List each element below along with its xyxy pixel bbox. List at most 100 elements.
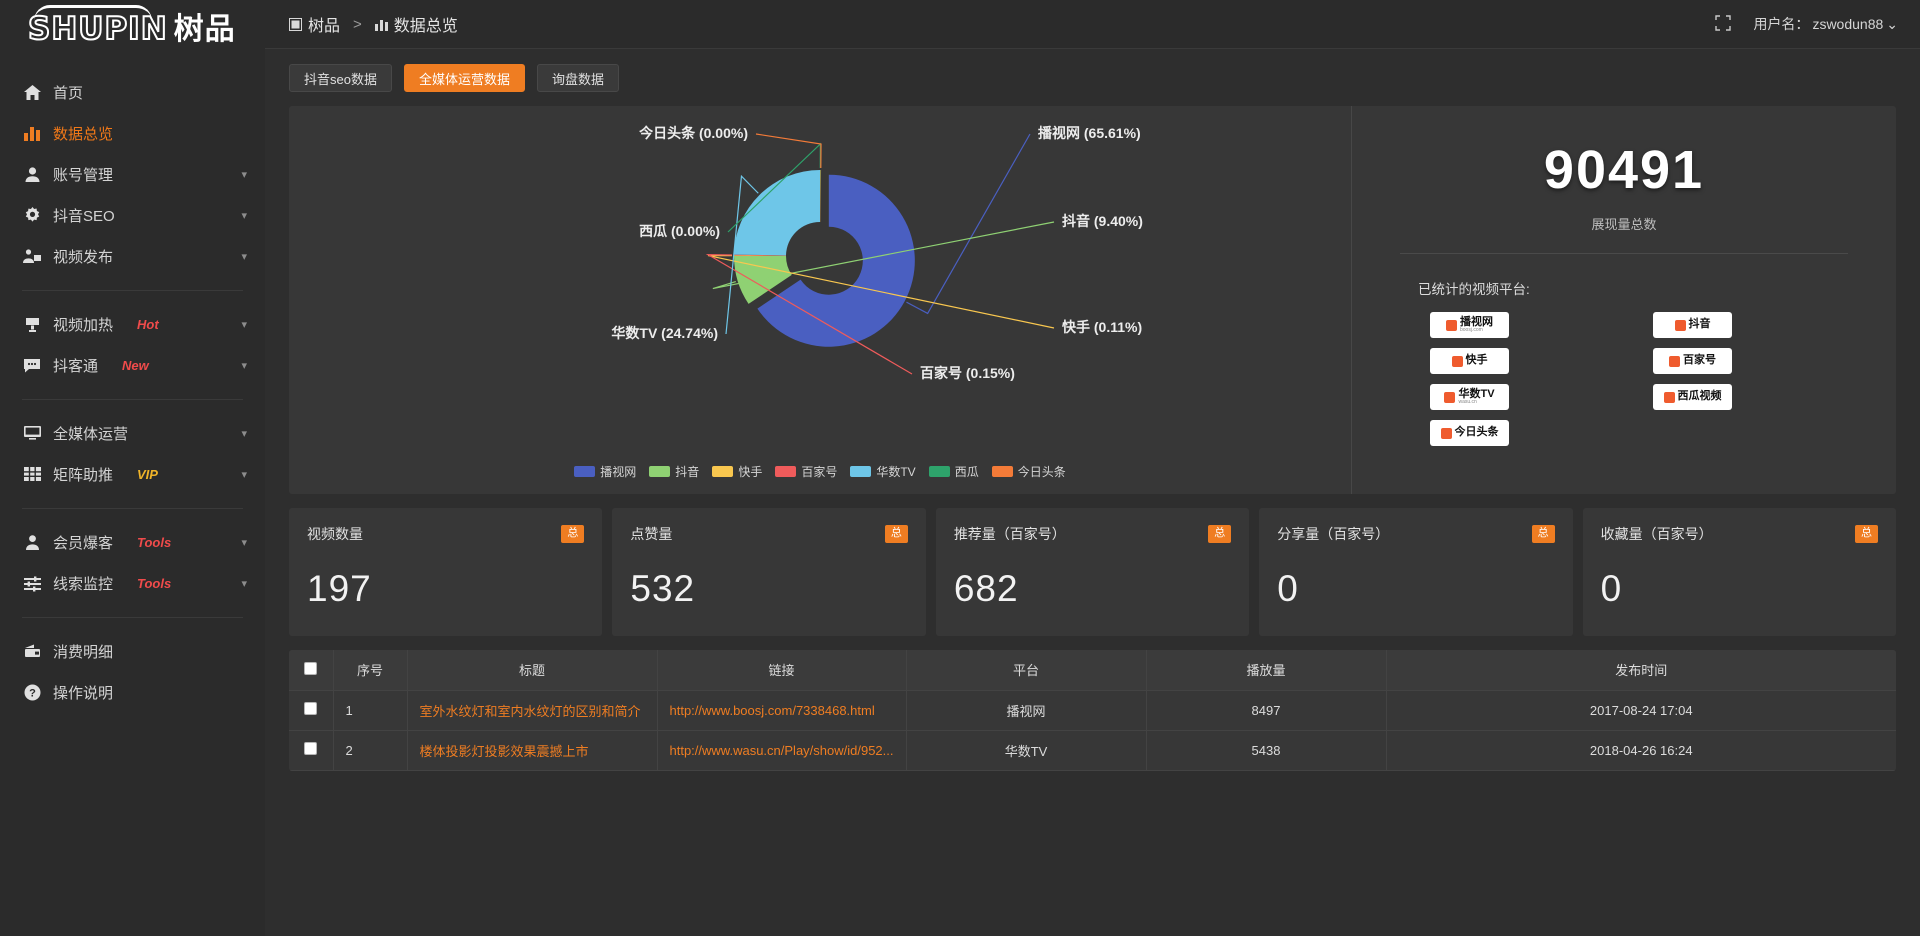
legend-item-1[interactable]: 抖音 xyxy=(649,463,699,480)
chevron-down-icon[interactable]: ▾ xyxy=(241,578,247,590)
row-checkbox[interactable] xyxy=(304,742,318,755)
cell-title: 室外水纹灯和室内水纹灯的区别和简介 xyxy=(407,690,658,731)
breadcrumb-label-1: 数据总览 xyxy=(393,18,458,35)
legend-swatch xyxy=(775,466,797,477)
sidebar-item-label: 视频发布 xyxy=(53,249,114,266)
title-link[interactable]: 楼体投影灯投影效果震撼上市 xyxy=(419,743,589,759)
sidebar-item-10[interactable]: 线索监控 Tools ▾ xyxy=(0,563,265,604)
legend-item-3[interactable]: 百家号 xyxy=(775,463,837,480)
topbar: 树品 > 数据总览 用户名： zswodun88 ⌄ xyxy=(265,0,1920,48)
legend-label: 抖音 xyxy=(675,465,700,479)
chevron-down-icon[interactable]: ▾ xyxy=(241,537,247,549)
sidebar-item-8[interactable]: 矩阵助推 VIP ▾ xyxy=(0,454,265,495)
sidebar-item-label: 视频加热 xyxy=(53,317,114,334)
gear-icon xyxy=(22,207,42,224)
sidebar-item-label: 抖客通 xyxy=(53,358,99,375)
cell-index: 1 xyxy=(333,690,408,731)
chevron-down-icon[interactable]: ▾ xyxy=(241,360,247,372)
cell-platform: 播视网 xyxy=(906,690,1147,731)
kpi-card-3: 分享量（百家号） 总 0 xyxy=(1259,508,1573,636)
pie-slice-6[interactable] xyxy=(820,170,822,223)
col-title: 标题 xyxy=(407,650,658,691)
title-link[interactable]: 室外水纹灯和室内水纹灯的区别和简介 xyxy=(419,703,641,719)
chevron-down-icon[interactable]: ▾ xyxy=(241,251,247,263)
sidebar-item-tag: Tools xyxy=(137,535,172,550)
table-header-row: 序号 标题 链接 平台 播放量 发布时间 xyxy=(289,650,1896,691)
sidebar-item-3[interactable]: 抖音SEO ▾ xyxy=(0,195,265,236)
sidebar-item-12[interactable]: ? 操作说明 xyxy=(0,672,265,713)
legend-swatch xyxy=(991,466,1013,477)
platform-chip-sub: wasu.cn xyxy=(1458,399,1477,406)
legend-label: 快手 xyxy=(738,465,763,479)
chevron-down-icon: ⌄ xyxy=(1886,15,1898,32)
pie-slice-2[interactable] xyxy=(734,255,787,256)
tab-1[interactable]: 全媒体运营数据 xyxy=(403,64,525,92)
row-checkbox[interactable] xyxy=(304,702,318,715)
pie-label-3: 百家号 (0.15%) xyxy=(920,365,1015,381)
kpi-value: 0 xyxy=(1277,568,1299,609)
sidebar-item-tag: VIP xyxy=(137,467,158,482)
pie-slice-5[interactable] xyxy=(820,170,821,223)
kpi-title: 推荐量（百家号） xyxy=(953,526,1066,542)
pie-slice-1[interactable] xyxy=(734,255,792,304)
logo[interactable]: SHUPIN 树品 xyxy=(0,0,265,58)
home-icon xyxy=(22,84,42,101)
chevron-down-icon[interactable]: ▾ xyxy=(241,428,247,440)
kpi-value: 682 xyxy=(953,568,1019,609)
pie-chart[interactable]: 播视网 (65.61%) 抖音 (9.40%) 快手 (0.11%) 百家号 (0.1… xyxy=(289,106,1351,446)
sidebar-item-9[interactable]: 会员爆客 Tools ▾ xyxy=(0,522,265,563)
table-row[interactable]: 2 楼体投影灯投影效果震撼上市 http://www.wasu.cn/Play/sh… xyxy=(289,730,1896,771)
legend-item-5[interactable]: 西瓜 xyxy=(928,463,979,480)
sidebar-item-7[interactable]: 全媒体运营 ▾ xyxy=(0,413,265,454)
breadcrumb-item-current[interactable]: 数据总览 xyxy=(374,12,458,36)
sidebar: SHUPIN 树品 首页 数据总览 账号管理 ▾ 抖音SEO ▾ 视频发布 ▾ 视频加热 Hot ▾… xyxy=(0,0,265,936)
chevron-down-icon[interactable]: ▾ xyxy=(241,210,247,222)
pie-label-0: 播视网 (65.61%) xyxy=(1038,125,1141,141)
sidebar-item-5[interactable]: 视频加热 Hot ▾ xyxy=(0,304,265,345)
breadcrumb-item-home[interactable]: 树品 xyxy=(289,12,340,36)
cell-plays: 5438 xyxy=(1146,730,1387,771)
url-link[interactable]: http://www.boosj.com/7338468.html xyxy=(669,702,875,718)
table-row[interactable]: 1 室外水纹灯和室内水纹灯的区别和简介 http://www.boosj.com/7… xyxy=(289,690,1896,731)
select-all-checkbox[interactable] xyxy=(304,661,318,675)
chevron-down-icon[interactable]: ▾ xyxy=(241,469,247,481)
chevron-down-icon[interactable]: ▾ xyxy=(241,319,247,331)
user-menu[interactable]: 用户名： zswodun88 ⌄ xyxy=(1753,14,1898,34)
legend-item-6[interactable]: 今日头条 xyxy=(991,463,1066,480)
pie-slice-0[interactable] xyxy=(757,174,915,347)
sidebar-item-1[interactable]: 数据总览 xyxy=(0,113,265,154)
cell-title: 楼体投影灯投影效果震撼上市 xyxy=(407,730,658,771)
tab-2[interactable]: 询盘数据 xyxy=(536,64,619,92)
sidebar-item-0[interactable]: 首页 xyxy=(0,72,265,113)
tab-bar: 抖音seo数据 全媒体运营数据 询盘数据 xyxy=(265,49,1920,106)
pie-leader-0 xyxy=(906,133,1031,315)
legend-item-2[interactable]: 快手 xyxy=(712,463,762,480)
platform-chip-name: 西瓜视频 xyxy=(1677,390,1722,403)
pie-slice-3[interactable] xyxy=(734,254,787,256)
sidebar-item-label: 全媒体运营 xyxy=(53,426,129,443)
legend-item-0[interactable]: 播视网 xyxy=(574,463,636,480)
platforms-title: 已统计的视频平台: xyxy=(1418,282,1530,297)
url-link[interactable]: http://www.wasu.cn/Play/show/id/952... xyxy=(669,742,894,758)
sidebar-item-11[interactable]: 消费明细 xyxy=(0,631,265,672)
fullscreen-icon[interactable] xyxy=(1715,14,1732,34)
kpi-card-0: 视频数量 总 197 xyxy=(289,508,603,636)
legend-item-4[interactable]: 华数TV xyxy=(850,463,916,480)
sidebar-item-6[interactable]: 抖客通 New ▾ xyxy=(0,345,265,386)
video-icon xyxy=(22,248,42,265)
col-time: 发布时间 xyxy=(1386,650,1896,691)
platform-chip-2-2: 西瓜视频 xyxy=(1653,384,1732,410)
breadcrumb-label-0: 树品 xyxy=(308,18,341,35)
user-prefix: 用户名： xyxy=(1753,16,1810,32)
sidebar-item-4[interactable]: 视频发布 ▾ xyxy=(0,236,265,277)
cell-time: 2017-08-24 17:04 xyxy=(1386,690,1896,731)
tab-0[interactable]: 抖音seo数据 xyxy=(289,64,392,92)
chevron-down-icon[interactable]: ▾ xyxy=(241,169,247,181)
sidebar-item-2[interactable]: 账号管理 ▾ xyxy=(0,154,265,195)
row-select-cell xyxy=(289,690,334,731)
main-area: 树品 > 数据总览 用户名： zswodun88 ⌄ xyxy=(265,0,1920,936)
user-name: zswodun88 xyxy=(1812,16,1884,32)
bar-chart-icon xyxy=(374,18,388,31)
pie-slice-4[interactable] xyxy=(734,169,820,256)
